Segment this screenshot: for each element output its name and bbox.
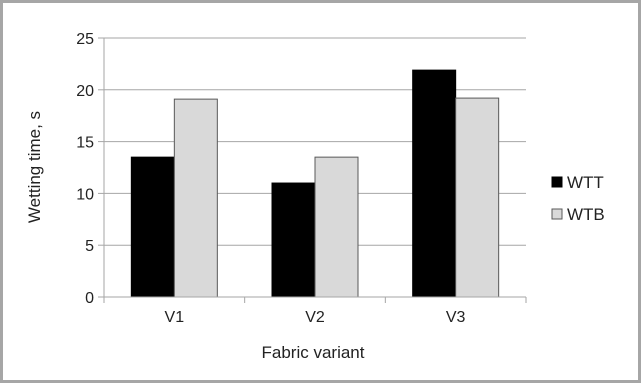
- bar-wtt-v1: [130, 156, 175, 298]
- x-tick-labels: V1 V2 V3: [165, 309, 466, 326]
- y-tick-label: 15: [76, 135, 94, 152]
- legend-label-wtb: WTB: [567, 205, 605, 224]
- y-tick-label: 20: [76, 83, 94, 100]
- bars: [130, 69, 500, 298]
- bar-wtb-v3: [455, 97, 500, 298]
- bar-wtb-v1: [173, 98, 218, 298]
- bar-wtb-v2: [314, 156, 359, 298]
- legend-swatch-wtt: [551, 176, 563, 188]
- y-tick-label: 10: [76, 186, 94, 203]
- y-tick-label: 25: [76, 31, 94, 48]
- y-axis-title: Wetting time, s: [25, 111, 44, 223]
- legend: WTT WTB: [551, 173, 605, 224]
- x-tick-label: V1: [165, 309, 185, 326]
- x-tick-label: V2: [305, 309, 325, 326]
- x-tick-label: V3: [446, 309, 466, 326]
- y-tick-label: 0: [85, 290, 94, 307]
- bar-wtt-v2: [271, 182, 316, 298]
- y-tick-label: 5: [85, 238, 94, 255]
- y-tick-labels: 0 5 10 15 20 25: [76, 31, 94, 307]
- axes: [103, 38, 527, 303]
- bar-wtt-v3: [412, 69, 457, 298]
- x-axis-title: Fabric variant: [262, 343, 365, 362]
- legend-swatch-wtb: [551, 208, 563, 220]
- legend-label-wtt: WTT: [567, 173, 604, 192]
